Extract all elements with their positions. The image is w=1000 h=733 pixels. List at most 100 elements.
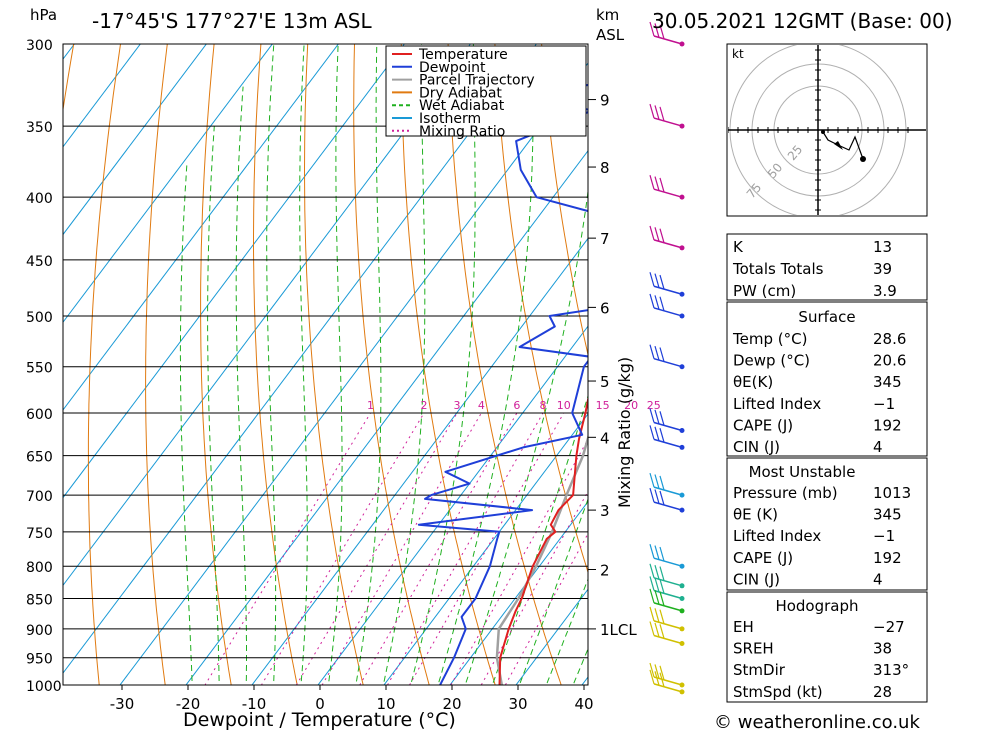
wind-barb-feather — [654, 489, 660, 504]
indices-table: K 13 Totals Totals 39 PW (cm) 3.9 — [726, 233, 928, 301]
isotherm-line — [63, 44, 405, 499]
mixing-ratio-line — [204, 412, 371, 685]
wind-barb-feather — [654, 565, 660, 580]
asl-unit-label: ASL — [596, 26, 625, 44]
surface-row-value: 20.6 — [873, 352, 906, 370]
mixing-ratio-label: 25 — [647, 399, 661, 412]
wind-barb-feather — [649, 293, 655, 309]
wind-barb-feather — [649, 21, 655, 37]
temperature-profile — [498, 394, 588, 685]
km-tick-label: 9 — [600, 92, 610, 110]
hodograph-row-value: −27 — [873, 618, 905, 636]
most-unstable-row-label: Pressure (mb) — [733, 484, 838, 502]
km-tick-label: 1LCL — [600, 621, 637, 639]
mixing-ratio-line — [450, 438, 588, 685]
mixing-ratio-label: 4 — [478, 399, 485, 412]
mixing-ratio-line — [295, 412, 458, 685]
wind-barb-feather — [659, 609, 665, 624]
wet-adiabat-line — [266, 44, 277, 685]
wind-barb-feather — [649, 472, 655, 488]
isotherm-line — [63, 44, 537, 674]
mixing-ratio-label: 1 — [367, 399, 374, 412]
wind-barb-feather — [649, 408, 655, 423]
wind-barb-feather — [659, 177, 665, 193]
wind-barb-feather — [654, 664, 660, 679]
surface-row-label: Dewp (°C) — [733, 352, 810, 370]
surface-row-label: CIN (J) — [733, 438, 780, 456]
x-axis-title: Dewpoint / Temperature (°C) — [183, 709, 456, 731]
wet-adiabat-line — [518, 497, 588, 685]
wind-barb-feather — [659, 228, 665, 243]
surface-title: Surface — [798, 308, 855, 326]
km-tick-label: 4 — [600, 429, 610, 447]
km-tick-label: 6 — [600, 299, 610, 317]
wind-barb-feather — [654, 622, 660, 638]
hodograph-trace — [822, 131, 864, 160]
wind-barb-feather — [649, 576, 655, 591]
wind-barb-feather — [649, 606, 655, 622]
wind-barb-feather — [654, 273, 660, 288]
mixing-ratio-axis-label: Mixing Ratio (g/kg) — [615, 357, 634, 508]
most-unstable-title: Most Unstable — [749, 463, 856, 481]
wind-barb-feather — [654, 474, 660, 489]
wind-barb-feather — [649, 174, 655, 190]
wind-barb-feather — [659, 591, 665, 606]
hodograph-start-dot — [821, 130, 825, 134]
dry-adiabat-line — [400, 44, 496, 685]
isotherm-line — [63, 44, 141, 148]
legend-label: Mixing Ratio — [419, 124, 505, 140]
wind-barb-feather — [649, 662, 655, 678]
pw-label: PW (cm) — [733, 282, 796, 300]
wet-adiabat-line — [382, 44, 426, 685]
hodograph-table: Hodograph EH −27 SREH 38 StmDir 313° StmSpd (k… — [726, 591, 928, 703]
location-title: -17°45'S 177°27'E 13m ASL — [92, 9, 372, 33]
isotherm-line — [63, 44, 339, 411]
legend-label: Parcel Trajectory — [419, 73, 535, 89]
surface-row-label: Lifted Index — [733, 395, 821, 413]
wet-adiabat-line — [410, 44, 476, 685]
dry-adiabat-line — [303, 44, 364, 685]
isotherm-line — [119, 62, 588, 685]
km-unit-label: km — [596, 6, 619, 24]
wind-barb-feather — [659, 428, 665, 443]
most-unstable-row-value: 1013 — [873, 484, 911, 502]
most-unstable-table: Most Unstable Pressure (mb) 1013 θE (K) 345… — [726, 457, 928, 591]
most-unstable-row-value: −1 — [873, 527, 895, 545]
wind-barb-feather — [659, 579, 665, 594]
credit-text[interactable]: © weatheronline.co.uk — [714, 712, 920, 733]
legend-label: Temperature — [418, 47, 508, 63]
pressure-tick-label: 1000 — [26, 679, 62, 695]
mixing-ratio-line — [386, 412, 544, 685]
surface-table: Surface Temp (°C) 28.6 Dewp (°C) 20.6 θE(K) 3… — [726, 301, 928, 457]
hodograph: kt 25 50 75 — [726, 43, 928, 217]
km-tick-label: 7 — [600, 230, 610, 248]
wind-barb-feather — [659, 274, 665, 290]
temp-tick-label: 0 — [315, 695, 325, 713]
temp-tick-label: 10 — [376, 695, 395, 713]
wet-adiabat-line — [437, 44, 534, 685]
wind-barb-feather — [654, 590, 660, 605]
mixing-ratio-label: 2 — [420, 399, 427, 412]
wind-barb-feather — [654, 577, 660, 593]
dry-adiabat-line — [200, 44, 232, 685]
isotherm-line — [383, 413, 588, 685]
temp-tick-label: -20 — [176, 695, 201, 713]
wind-barb-feather — [649, 544, 655, 559]
temp-tick-label: -10 — [242, 695, 267, 713]
wet-adiabat-line — [179, 162, 193, 685]
wind-barb-feather — [659, 566, 665, 581]
k-index-value: 13 — [873, 238, 892, 256]
dry-adiabat-line — [253, 44, 298, 685]
datetime-title: 30.05.2021 12GMT (Base: 00) — [652, 9, 953, 33]
km-tick-label: 3 — [600, 502, 610, 520]
dry-adiabat-line — [145, 44, 168, 685]
mixing-ratio-label: 10 — [557, 399, 571, 412]
surface-row-label: θE(K) — [733, 373, 773, 391]
wind-barb-feather — [649, 425, 655, 440]
wind-barb-feather — [659, 475, 665, 491]
wind-barb-feather — [654, 608, 660, 623]
wind-barb-feather — [649, 225, 655, 241]
dewpoint-profile — [417, 83, 588, 685]
pressure-tick-label: 300 — [26, 38, 53, 54]
